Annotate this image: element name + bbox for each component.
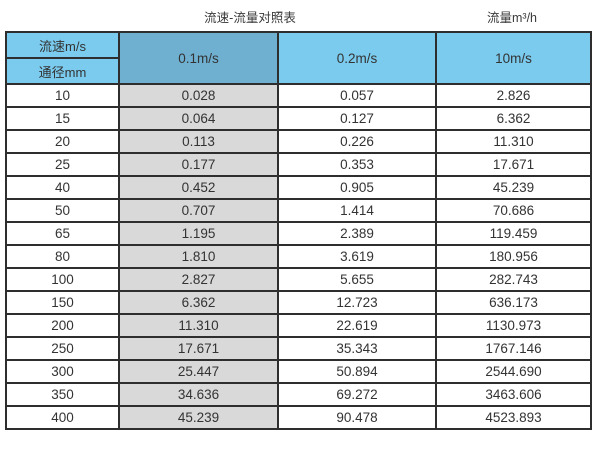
flow-value-cell: 5.655 bbox=[277, 267, 437, 292]
flow-value-cell: 2.389 bbox=[277, 221, 437, 246]
flow-value-cell: 180.956 bbox=[435, 244, 592, 269]
flow-value-cell: 69.272 bbox=[277, 382, 437, 407]
flow-value-cell: 11.310 bbox=[118, 313, 279, 338]
diameter-cell: 25 bbox=[5, 152, 120, 177]
col-header-10ms: 10m/s bbox=[435, 31, 592, 85]
flow-value-cell: 11.310 bbox=[435, 129, 592, 154]
flow-value-cell: 35.343 bbox=[277, 336, 437, 361]
diameter-cell: 50 bbox=[5, 198, 120, 223]
flow-unit-label: 流量m³/h bbox=[486, 11, 538, 25]
col-header-0-1ms: 0.1m/s bbox=[118, 31, 279, 85]
corner-velocity-label: 流速m/s bbox=[5, 31, 120, 59]
flow-value-cell: 0.113 bbox=[118, 129, 279, 154]
flow-value-cell: 1.414 bbox=[277, 198, 437, 223]
flow-value-cell: 0.353 bbox=[277, 152, 437, 177]
diameter-cell: 15 bbox=[5, 106, 120, 131]
diameter-cell: 150 bbox=[5, 290, 120, 315]
page-title: 流速-流量对照表 bbox=[204, 11, 296, 25]
table-row: 80 1.810 3.619 180.956 bbox=[5, 244, 592, 269]
flow-value-cell: 45.239 bbox=[118, 405, 279, 430]
flow-value-cell: 17.671 bbox=[435, 152, 592, 177]
diameter-cell: 65 bbox=[5, 221, 120, 246]
corner-diameter-label: 通径mm bbox=[5, 57, 120, 85]
flow-value-cell: 2.826 bbox=[435, 83, 592, 108]
diameter-cell: 350 bbox=[5, 382, 120, 407]
table-body: 10 0.028 0.057 2.826 15 0.064 0.127 6.362 20 0.11… bbox=[5, 83, 592, 430]
flow-value-cell: 0.226 bbox=[277, 129, 437, 154]
table-row: 250 17.671 35.343 1767.146 bbox=[5, 336, 592, 361]
table-row: 300 25.447 50.894 2544.690 bbox=[5, 359, 592, 384]
flow-value-cell: 25.447 bbox=[118, 359, 279, 384]
flow-value-cell: 45.239 bbox=[435, 175, 592, 200]
flow-value-cell: 0.028 bbox=[118, 83, 279, 108]
flow-value-cell: 636.173 bbox=[435, 290, 592, 315]
flow-value-cell: 6.362 bbox=[118, 290, 279, 315]
header-row-bottom: 通径mm bbox=[5, 57, 591, 85]
flow-value-cell: 6.362 bbox=[435, 106, 592, 131]
table-header: 流速m/s 0.1m/s 0.2m/s 10m/s 通径mm bbox=[5, 31, 592, 85]
flow-value-cell: 12.723 bbox=[277, 290, 437, 315]
flow-value-cell: 0.057 bbox=[277, 83, 437, 108]
diameter-cell: 300 bbox=[5, 359, 120, 384]
table-row: 15 0.064 0.127 6.362 bbox=[5, 106, 592, 131]
diameter-cell: 200 bbox=[5, 313, 120, 338]
diameter-cell: 20 bbox=[5, 129, 120, 154]
flow-value-cell: 1.810 bbox=[118, 244, 279, 269]
flow-value-cell: 3463.606 bbox=[435, 382, 592, 407]
flow-value-cell: 0.127 bbox=[277, 106, 437, 131]
table-row: 65 1.195 2.389 119.459 bbox=[5, 221, 592, 246]
flow-value-cell: 0.905 bbox=[277, 175, 437, 200]
flow-rate-table: 流速m/s 0.1m/s 0.2m/s 10m/s 通径mm 10 0.028 0.… bbox=[5, 31, 592, 430]
flow-value-cell: 282.743 bbox=[435, 267, 592, 292]
flow-value-cell: 90.478 bbox=[277, 405, 437, 430]
table-row: 200 11.310 22.619 1130.973 bbox=[5, 313, 592, 338]
diameter-cell: 40 bbox=[5, 175, 120, 200]
flow-value-cell: 0.064 bbox=[118, 106, 279, 131]
flow-value-cell: 1767.146 bbox=[435, 336, 592, 361]
flow-value-cell: 34.636 bbox=[118, 382, 279, 407]
flow-value-cell: 50.894 bbox=[277, 359, 437, 384]
flow-value-cell: 1.195 bbox=[118, 221, 279, 246]
col-header-0-2ms: 0.2m/s bbox=[277, 31, 437, 85]
flow-value-cell: 22.619 bbox=[277, 313, 437, 338]
flow-value-cell: 4523.893 bbox=[435, 405, 592, 430]
diameter-cell: 100 bbox=[5, 267, 120, 292]
diameter-cell: 10 bbox=[5, 83, 120, 108]
diameter-cell: 80 bbox=[5, 244, 120, 269]
flow-value-cell: 2544.690 bbox=[435, 359, 592, 384]
flow-value-cell: 0.452 bbox=[118, 175, 279, 200]
table-row: 20 0.113 0.226 11.310 bbox=[5, 129, 592, 154]
table-row: 100 2.827 5.655 282.743 bbox=[5, 267, 592, 292]
table-row: 40 0.452 0.905 45.239 bbox=[5, 175, 592, 200]
flow-value-cell: 1130.973 bbox=[435, 313, 592, 338]
header-row-top: 流速m/s 0.1m/s 0.2m/s 10m/s bbox=[5, 31, 592, 85]
table-row: 50 0.707 1.414 70.686 bbox=[5, 198, 592, 223]
diameter-cell: 250 bbox=[5, 336, 120, 361]
flow-value-cell: 119.459 bbox=[435, 221, 592, 246]
diameter-cell: 400 bbox=[5, 405, 120, 430]
table-row: 400 45.239 90.478 4523.893 bbox=[5, 405, 592, 430]
table-row: 10 0.028 0.057 2.826 bbox=[5, 83, 592, 108]
flow-value-cell: 3.619 bbox=[277, 244, 437, 269]
table-row: 150 6.362 12.723 636.173 bbox=[5, 290, 592, 315]
table-row: 350 34.636 69.272 3463.606 bbox=[5, 382, 592, 407]
top-bar: 流速-流量对照表 流量m³/h bbox=[0, 0, 600, 31]
flow-value-cell: 17.671 bbox=[118, 336, 279, 361]
flow-value-cell: 0.707 bbox=[118, 198, 279, 223]
flow-value-cell: 0.177 bbox=[118, 152, 279, 177]
flow-value-cell: 70.686 bbox=[435, 198, 592, 223]
flow-value-cell: 2.827 bbox=[118, 267, 279, 292]
table-row: 25 0.177 0.353 17.671 bbox=[5, 152, 592, 177]
